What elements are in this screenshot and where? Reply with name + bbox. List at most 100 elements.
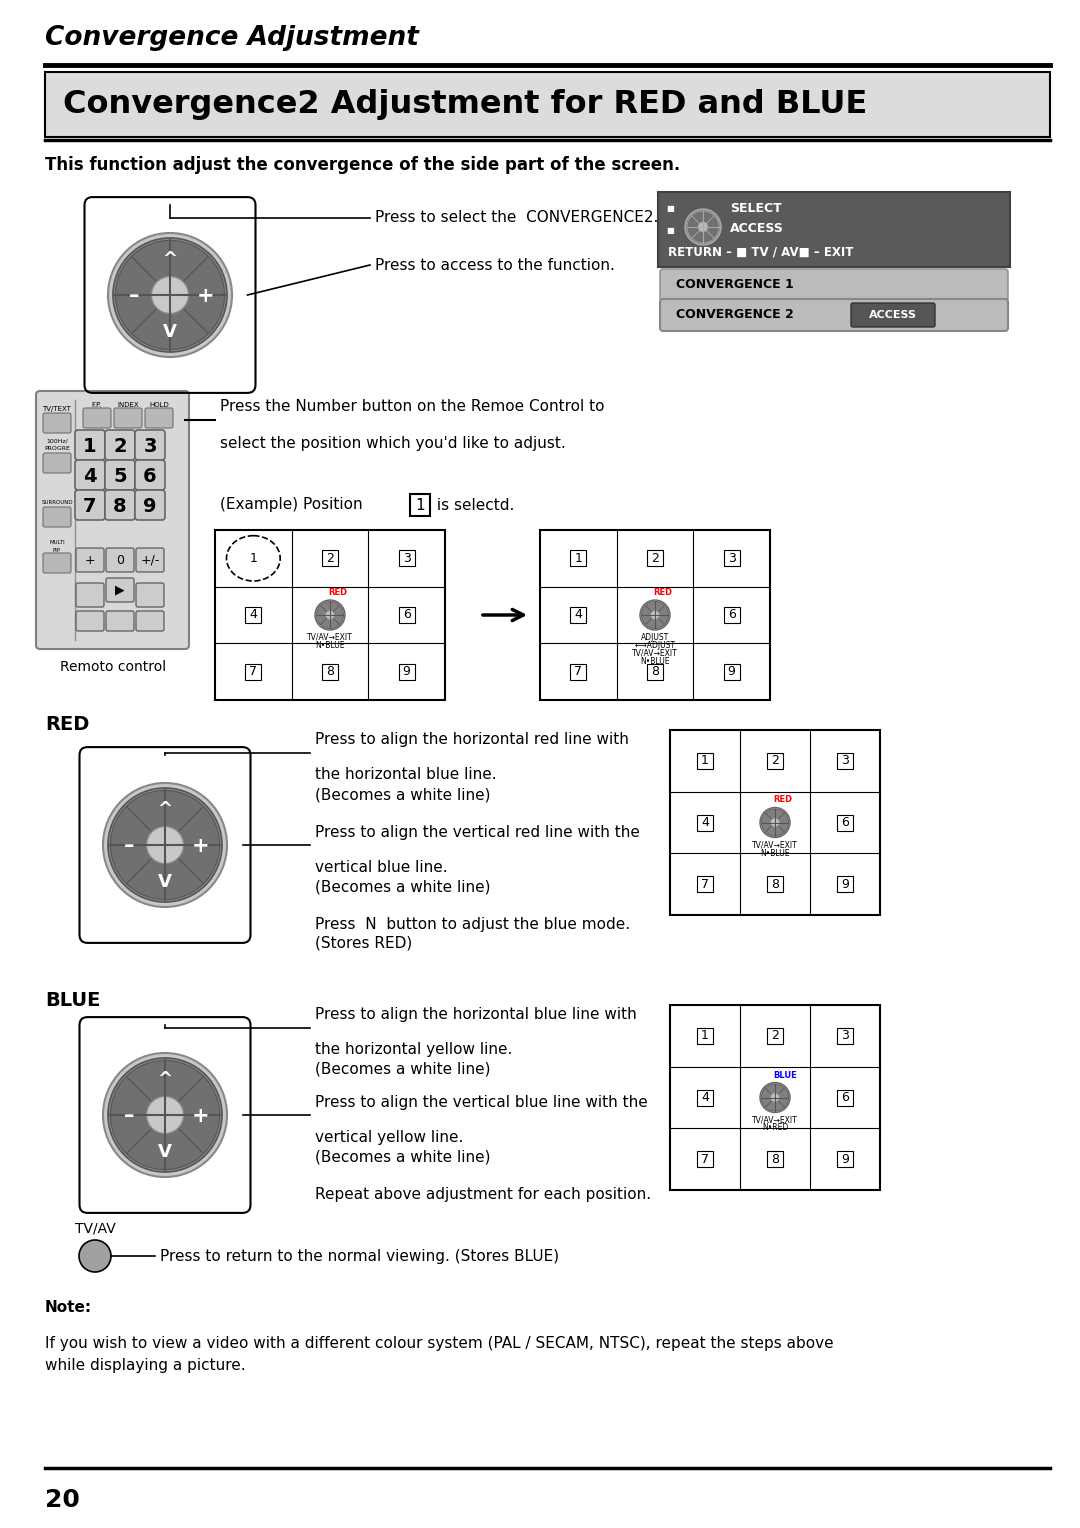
FancyBboxPatch shape — [43, 553, 71, 573]
Text: +: + — [84, 553, 95, 567]
Text: HOLD: HOLD — [149, 402, 168, 408]
Wedge shape — [110, 807, 165, 883]
FancyBboxPatch shape — [837, 876, 853, 892]
Text: Press to align the vertical red line with the: Press to align the vertical red line wit… — [315, 825, 639, 840]
Text: TV/AV→EXIT: TV/AV→EXIT — [752, 1115, 798, 1125]
FancyBboxPatch shape — [399, 550, 415, 567]
FancyBboxPatch shape — [36, 391, 189, 649]
FancyBboxPatch shape — [43, 507, 71, 527]
Wedge shape — [116, 257, 170, 333]
Text: TV/TEXT: TV/TEXT — [42, 406, 71, 413]
Text: Press to return to the normal viewing. (Stores BLUE): Press to return to the normal viewing. (… — [160, 1248, 559, 1264]
FancyBboxPatch shape — [697, 753, 713, 769]
Text: BLUE: BLUE — [773, 1071, 797, 1079]
Text: TV/AV: TV/AV — [75, 1221, 116, 1235]
Text: –: – — [129, 286, 139, 306]
Text: 7: 7 — [83, 497, 97, 515]
Wedge shape — [126, 845, 203, 900]
Circle shape — [108, 788, 222, 902]
FancyBboxPatch shape — [245, 607, 261, 623]
Circle shape — [770, 817, 780, 827]
Text: 5: 5 — [113, 466, 126, 486]
FancyBboxPatch shape — [851, 303, 935, 327]
FancyBboxPatch shape — [724, 550, 740, 567]
Wedge shape — [775, 1088, 788, 1108]
Text: 4: 4 — [249, 608, 257, 622]
FancyBboxPatch shape — [570, 550, 586, 567]
FancyBboxPatch shape — [399, 607, 415, 623]
Text: CH SEARCH: CH SEARCH — [103, 437, 134, 442]
Text: 2: 2 — [113, 437, 126, 455]
FancyBboxPatch shape — [660, 299, 1008, 332]
Text: If you wish to view a video with a different colour system (PAL / SECAM, NTSC), : If you wish to view a video with a diffe… — [45, 1335, 834, 1351]
Wedge shape — [703, 215, 719, 238]
Text: ■: ■ — [666, 226, 674, 234]
Circle shape — [760, 1082, 789, 1112]
Wedge shape — [321, 602, 339, 614]
Text: CONVERGENCE 2: CONVERGENCE 2 — [676, 309, 794, 321]
Text: 4: 4 — [701, 1091, 708, 1105]
FancyBboxPatch shape — [76, 584, 104, 607]
FancyBboxPatch shape — [76, 549, 104, 571]
Wedge shape — [691, 228, 714, 243]
Text: Press to access to the function.: Press to access to the function. — [375, 258, 615, 272]
Text: Press to align the horizontal red line with: Press to align the horizontal red line w… — [315, 732, 629, 747]
Text: 8: 8 — [326, 665, 334, 678]
Wedge shape — [165, 807, 219, 883]
Text: N•BLUE: N•BLUE — [315, 642, 345, 649]
Text: 2: 2 — [771, 1030, 779, 1042]
Text: 3: 3 — [144, 437, 157, 455]
Text: 100Hz/: 100Hz/ — [46, 439, 68, 443]
Text: ▶: ▶ — [116, 584, 125, 596]
FancyBboxPatch shape — [106, 549, 134, 571]
Text: ADJUST: ADJUST — [640, 633, 670, 642]
FancyBboxPatch shape — [697, 1028, 713, 1044]
FancyBboxPatch shape — [145, 408, 173, 428]
FancyBboxPatch shape — [767, 753, 783, 769]
FancyBboxPatch shape — [75, 490, 105, 520]
Circle shape — [108, 232, 232, 358]
Wedge shape — [316, 605, 330, 625]
Wedge shape — [132, 240, 208, 295]
Wedge shape — [761, 813, 775, 833]
FancyBboxPatch shape — [570, 663, 586, 680]
Text: Press  N  button to adjust the blue mode.: Press N button to adjust the blue mode. — [315, 917, 630, 932]
Text: 1: 1 — [701, 1030, 708, 1042]
FancyBboxPatch shape — [570, 607, 586, 623]
Circle shape — [760, 807, 789, 837]
Text: N•BLUE: N•BLUE — [640, 657, 670, 666]
FancyBboxPatch shape — [83, 408, 111, 428]
Text: 7: 7 — [701, 1152, 708, 1166]
Wedge shape — [687, 215, 703, 238]
Text: 2: 2 — [651, 552, 659, 565]
Text: V: V — [158, 872, 172, 891]
Text: vertical yellow line.: vertical yellow line. — [315, 1131, 463, 1144]
Text: PIP: PIP — [53, 547, 62, 553]
Text: 1: 1 — [575, 552, 582, 565]
Text: SELECT: SELECT — [730, 202, 782, 214]
Text: 4: 4 — [701, 816, 708, 830]
Text: 9: 9 — [841, 877, 849, 891]
Text: Convergence2 Adjustment for RED and BLUE: Convergence2 Adjustment for RED and BLUE — [63, 89, 867, 121]
Text: 7: 7 — [249, 665, 257, 678]
Wedge shape — [170, 257, 225, 333]
Text: 7: 7 — [575, 665, 582, 678]
Text: 9: 9 — [728, 665, 735, 678]
Text: 8: 8 — [771, 1152, 779, 1166]
Text: the horizontal blue line.: the horizontal blue line. — [315, 767, 497, 782]
FancyBboxPatch shape — [105, 429, 135, 460]
Circle shape — [147, 1097, 184, 1134]
FancyBboxPatch shape — [106, 611, 134, 631]
Text: 6: 6 — [144, 466, 157, 486]
FancyBboxPatch shape — [647, 550, 663, 567]
Text: Convergence Adjustment: Convergence Adjustment — [45, 24, 419, 50]
FancyBboxPatch shape — [136, 584, 164, 607]
Text: 1: 1 — [83, 437, 97, 455]
Text: PROGRE: PROGRE — [44, 446, 70, 451]
Text: Repeat above adjustment for each position.: Repeat above adjustment for each positio… — [315, 1187, 651, 1203]
Text: ACCESS: ACCESS — [869, 310, 917, 319]
Text: TV/AV→EXIT: TV/AV→EXIT — [307, 633, 353, 642]
FancyBboxPatch shape — [105, 490, 135, 520]
FancyBboxPatch shape — [105, 460, 135, 490]
Text: the horizontal yellow line.: the horizontal yellow line. — [315, 1042, 512, 1057]
